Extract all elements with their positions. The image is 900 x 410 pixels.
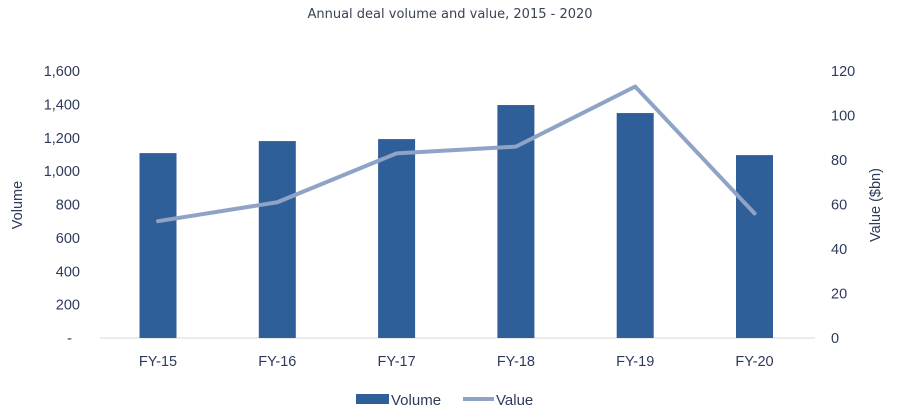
y-axis-left: - 200 400 600 800 1,000 1,200 1,400 1,600 [44, 64, 80, 347]
legend-label-value: Value [496, 392, 533, 409]
y2-tick-label: 0 [831, 331, 839, 347]
y-tick-label: 1,000 [44, 164, 80, 180]
y-tick-label: 200 [56, 298, 80, 314]
y-tick-label: 1,400 [44, 97, 80, 113]
value-line-group [156, 84, 757, 224]
y2-tick-label: 100 [831, 109, 855, 125]
x-tick-label: FY-17 [378, 354, 416, 370]
x-tick-label: FY-20 [735, 354, 773, 370]
y2-tick-label: 20 [831, 287, 847, 303]
y-tick-label: - [67, 331, 72, 347]
y2-tick-label: 80 [831, 153, 847, 169]
legend: Volume Value [356, 392, 533, 409]
y2-tick-label: 60 [831, 198, 847, 214]
y-tick-label: 600 [56, 231, 80, 247]
y2-tick-label: 40 [831, 242, 847, 258]
x-axis: FY-15 FY-16 FY-17 FY-18 FY-19 FY-20 [139, 354, 774, 370]
y-axis-right: 0 20 40 60 80 100 120 [831, 64, 855, 347]
y2-axis-label: Value ($bn) [868, 168, 884, 242]
bar-volume-fy-16 [258, 141, 296, 338]
volume-bars [139, 105, 773, 339]
y-tick-label: 1,600 [44, 64, 80, 80]
y2-tick-label: 120 [831, 64, 855, 80]
bar-volume-fy-20 [736, 155, 773, 338]
x-tick-label: FY-16 [258, 354, 296, 370]
bar-volume-fy-18 [497, 105, 535, 338]
x-tick-label: FY-18 [497, 354, 535, 370]
bar-volume-fy-17 [378, 139, 416, 338]
x-tick-label: FY-19 [616, 354, 654, 370]
bar-volume-fy-19 [616, 113, 654, 339]
y-tick-label: 400 [56, 264, 80, 280]
y-tick-label: 1,200 [44, 131, 80, 147]
x-tick-label: FY-15 [139, 354, 177, 370]
legend-swatch-volume [356, 394, 389, 404]
legend-label-volume: Volume [391, 392, 441, 409]
bar-volume-fy-15 [139, 153, 177, 338]
chart-title: Annual deal volume and value, 2015 - 202… [307, 7, 592, 22]
value-line [156, 84, 757, 224]
y-tick-label: 800 [56, 198, 80, 214]
y-axis-label: Volume [10, 181, 26, 229]
